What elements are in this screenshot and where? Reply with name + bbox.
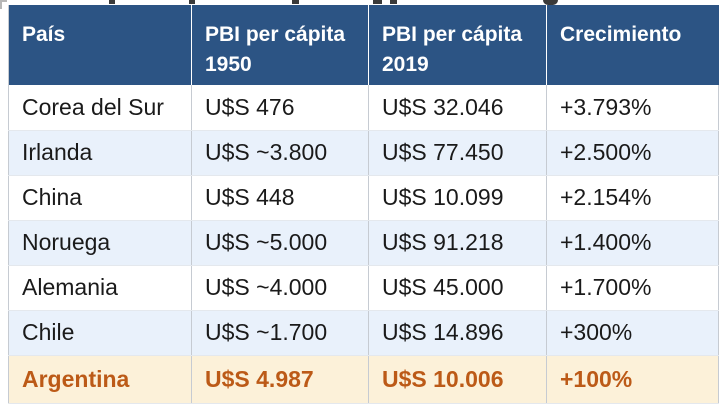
- gdp-comparison-table: País PBI per cápita 1950 PBI per cápita …: [8, 5, 719, 404]
- cell-pbi-2019: U$S 91.218: [368, 220, 547, 266]
- cell-pbi-2019: U$S 10.099: [368, 175, 547, 221]
- clipped-title-fragment: [390, 0, 397, 4]
- column-header-pais: País: [8, 5, 192, 85]
- table-row-alemania: Alemania U$S ~4.000 U$S 45.000 +1.700%: [8, 265, 719, 311]
- cell-pbi-1950: U$S 476: [191, 85, 369, 131]
- column-header-label: Crecimiento: [560, 23, 682, 46]
- table-header-row: País PBI per cápita 1950 PBI per cápita …: [8, 5, 719, 85]
- clipped-title-fragment: [292, 0, 299, 4]
- cell-crecimiento: +3.793%: [546, 85, 719, 131]
- column-header-pbi-2019: PBI per cápita 2019: [368, 5, 547, 85]
- cell-pbi-2019: U$S 32.046: [368, 85, 547, 131]
- cell-pbi-2019: U$S 45.000: [368, 265, 547, 311]
- cell-pbi-2019: U$S 10.006: [368, 355, 547, 404]
- clipped-title-fragment: [543, 0, 558, 5]
- table-row-irlanda: Irlanda U$S ~3.800 U$S 77.450 +2.500%: [8, 130, 719, 176]
- cell-pais: Argentina: [8, 355, 192, 404]
- column-header-label: País: [22, 23, 66, 46]
- cell-pbi-2019: U$S 77.450: [368, 130, 547, 176]
- column-header-label: 2019: [382, 53, 429, 77]
- column-header-crecimiento: Crecimiento: [546, 5, 719, 85]
- cell-pbi-1950: U$S 4.987: [191, 355, 369, 404]
- cell-pbi-2019: U$S 14.896: [368, 310, 547, 356]
- cell-crecimiento: +100%: [546, 355, 719, 404]
- table-row-corea-del-sur: Corea del Sur U$S 476 U$S 32.046 +3.793%: [8, 85, 719, 131]
- cell-pais: Corea del Sur: [8, 85, 192, 131]
- column-header-pbi-1950: PBI per cápita 1950: [191, 5, 369, 85]
- table-row-chile: Chile U$S ~1.700 U$S 14.896 +300%: [8, 310, 719, 356]
- column-header-label: PBI per cápita: [205, 23, 346, 46]
- column-header-label: PBI per cápita: [382, 23, 523, 46]
- cell-crecimiento: +1.400%: [546, 220, 719, 266]
- cell-pais: Irlanda: [8, 130, 192, 176]
- cell-pbi-1950: U$S ~5.000: [191, 220, 369, 266]
- cell-pbi-1950: U$S ~4.000: [191, 265, 369, 311]
- table-row-china: China U$S 448 U$S 10.099 +2.154%: [8, 175, 719, 221]
- cell-crecimiento: +2.154%: [546, 175, 719, 221]
- cell-crecimiento: +1.700%: [546, 265, 719, 311]
- clipped-title-fragment: [373, 0, 382, 4]
- clipped-title-fragment: [189, 0, 195, 4]
- table-row-argentina-highlighted: Argentina U$S 4.987 U$S 10.006 +100%: [8, 355, 719, 404]
- cell-crecimiento: +2.500%: [546, 130, 719, 176]
- cell-pbi-1950: U$S 448: [191, 175, 369, 221]
- cell-pais: China: [8, 175, 192, 221]
- cell-pbi-1950: U$S ~1.700: [191, 310, 369, 356]
- table-row-noruega: Noruega U$S ~5.000 U$S 91.218 +1.400%: [8, 220, 719, 266]
- column-header-label: 1950: [205, 53, 252, 77]
- clipped-title-fragment: [109, 0, 115, 4]
- cell-pais: Chile: [8, 310, 192, 356]
- cell-crecimiento: +300%: [546, 310, 719, 356]
- cell-pbi-1950: U$S ~3.800: [191, 130, 369, 176]
- cell-pais: Noruega: [8, 220, 192, 266]
- clipped-frame-corner: [0, 0, 7, 9]
- cell-pais: Alemania: [8, 265, 192, 311]
